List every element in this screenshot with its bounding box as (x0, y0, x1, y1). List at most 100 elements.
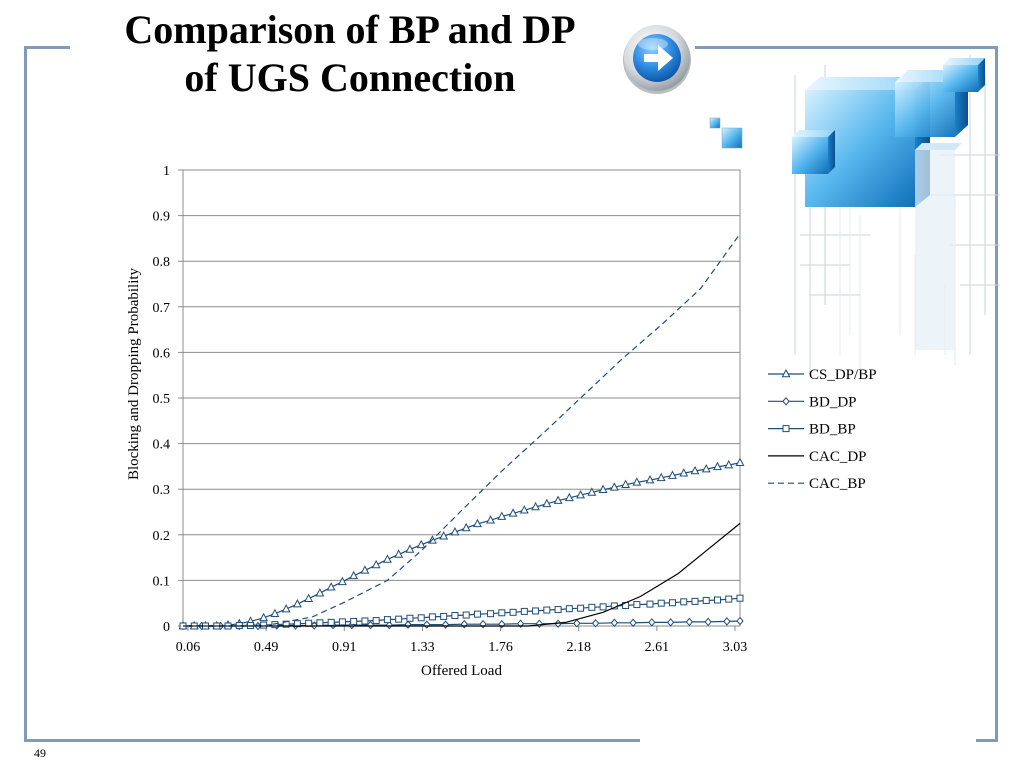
data-point (416, 539, 426, 549)
data-point (486, 515, 495, 524)
y-tick-label: 0.1 (153, 574, 171, 589)
series-cs-dp-bp (178, 457, 745, 630)
data-point (406, 614, 414, 622)
data-point (553, 495, 563, 504)
data-point (316, 619, 324, 627)
data-point (680, 598, 688, 606)
data-point (520, 607, 528, 615)
data-point (645, 475, 655, 484)
data-point (543, 606, 551, 614)
series-line (183, 233, 741, 627)
data-point (519, 505, 529, 514)
x-tick-label: 3.03 (723, 640, 748, 655)
data-point (383, 616, 391, 624)
data-point (338, 618, 346, 626)
data-point (326, 582, 336, 591)
x-tick-label: 0.91 (332, 640, 357, 655)
data-point (646, 600, 654, 608)
data-point (629, 618, 637, 628)
data-point (587, 487, 597, 496)
series-line (183, 522, 741, 627)
data-point (271, 621, 279, 629)
data-point (542, 498, 552, 508)
data-point (648, 618, 656, 627)
data-point (473, 610, 481, 618)
x-axis-title: Offered Load (421, 663, 502, 679)
legend-label: CAC_DP (809, 449, 867, 465)
data-point (532, 607, 540, 615)
data-point (473, 518, 482, 528)
x-tick-label: 2.61 (645, 640, 670, 655)
series-cac-bp (183, 233, 741, 627)
data-point (461, 522, 471, 532)
data-point (736, 616, 744, 626)
data-point (702, 596, 710, 604)
data-point (577, 604, 585, 612)
legend-label: BD_DP (809, 394, 857, 410)
y-axis-title: Blocking and Dropping Probability (126, 267, 142, 480)
data-point (656, 472, 666, 482)
data-point (723, 617, 731, 626)
data-point (366, 620, 375, 630)
x-tick-label: 1.76 (488, 640, 513, 655)
data-point (360, 565, 370, 574)
data-point (713, 461, 722, 471)
data-point (428, 613, 436, 621)
data-point (439, 531, 449, 540)
data-point (305, 619, 313, 627)
data-point (668, 470, 677, 479)
legend-marker (782, 397, 790, 406)
data-point (337, 576, 347, 586)
data-point (259, 612, 269, 622)
data-point (372, 617, 380, 625)
data-point (508, 508, 518, 517)
data-point (576, 490, 586, 499)
data-point (282, 620, 290, 628)
data-point (725, 595, 733, 603)
data-point (598, 484, 608, 493)
data-point (668, 599, 676, 607)
next-slide-button[interactable] (620, 22, 694, 96)
y-tick-label: 0.3 (153, 483, 171, 498)
data-point (666, 618, 675, 627)
data-point (292, 599, 302, 608)
data-point (610, 618, 619, 628)
data-point (462, 611, 470, 619)
series-cac-dp (183, 522, 741, 627)
y-tick-label: 0.5 (153, 392, 171, 407)
data-point (713, 596, 721, 604)
data-point (564, 492, 574, 502)
y-tick-label: 0 (163, 620, 170, 635)
slide-title: Comparison of BP and DP of UGS Connectio… (70, 6, 630, 102)
data-point (498, 609, 506, 617)
data-point (565, 605, 573, 613)
data-point (395, 615, 403, 623)
data-point (573, 618, 581, 628)
data-point (632, 477, 642, 486)
y-tick-label: 0.9 (153, 210, 171, 225)
data-point (509, 608, 517, 616)
arrow-right-icon (623, 25, 691, 94)
legend: CS_DP/BP BD_DP BD_BP CAC_DP CAC_BP (768, 367, 877, 492)
data-point (385, 620, 393, 630)
data-point (315, 588, 325, 597)
cubes-decoration (709, 55, 1000, 375)
data-point (382, 554, 392, 563)
data-point (327, 618, 335, 626)
y-tick-label: 0.6 (153, 346, 171, 361)
data-point (736, 594, 744, 602)
y-tick-label: 0.8 (153, 255, 171, 270)
data-point (450, 526, 460, 536)
data-point (679, 468, 689, 477)
data-point (304, 593, 314, 602)
data-point (487, 610, 495, 618)
x-tick-label: 0.49 (254, 640, 279, 655)
legend-label: CAC_BP (809, 476, 866, 492)
data-point (371, 559, 381, 569)
slide-title-line2: of UGS Connection (184, 55, 516, 100)
data-point (497, 511, 507, 520)
data-point (591, 618, 600, 628)
data-point (690, 465, 700, 475)
data-point (633, 601, 641, 609)
data-point (270, 608, 280, 617)
